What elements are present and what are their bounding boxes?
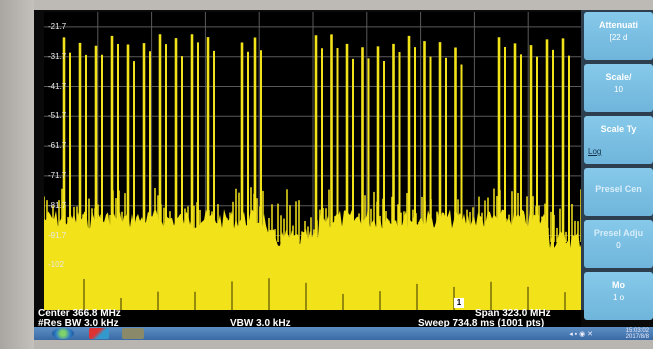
softkey-scale-div[interactable]: Scale/ 10 bbox=[584, 64, 653, 112]
softkey-attenuation-label: Attenuati bbox=[599, 20, 638, 30]
softkey-scale-div-label: Scale/ bbox=[605, 72, 632, 82]
softkey-attenuation[interactable]: Attenuati [22 d bbox=[584, 12, 653, 60]
y-tick-label: -81.7 bbox=[48, 200, 67, 210]
y-tick-label: -21.7 bbox=[48, 21, 67, 31]
softkey-panel: Attenuati [22 d Scale/ 10 Scale Ty Log P… bbox=[581, 10, 653, 320]
center-frequency: Center 366.8 MHz bbox=[38, 308, 121, 319]
softkey-presel-center[interactable]: Presel Cen bbox=[584, 168, 653, 216]
softkey-scale-type[interactable]: Scale Ty Log bbox=[584, 116, 653, 164]
softkey-presel-adjust[interactable]: Presel Adju 0 bbox=[584, 220, 653, 268]
clock-time: 15:03:02 bbox=[625, 328, 649, 334]
softkey-presel-center-label: Presel Cen bbox=[595, 184, 642, 194]
sweep-time: Sweep 734.8 ms (1001 pts) bbox=[418, 318, 545, 329]
softkey-more-label: Mo bbox=[612, 280, 625, 290]
monitor-bezel-top bbox=[0, 0, 653, 10]
y-tick-label: -41.7 bbox=[48, 81, 67, 91]
softkey-scale-type-label: Scale Ty bbox=[600, 124, 637, 134]
windows-taskbar: ◂ ▪ ◉ ✕ 15:03:02 2017/8/8 bbox=[34, 327, 653, 340]
tray-icons[interactable]: ◂ ▪ ◉ ✕ bbox=[569, 331, 593, 338]
analyzer-screen: -21.7 -31.7 -41.7 -51.7 -61.7 -71.7 -81.7 -91.7… bbox=[34, 10, 653, 340]
softkey-presel-adjust-label: Presel Adju bbox=[593, 228, 644, 238]
y-tick-label: -61.7 bbox=[48, 141, 67, 151]
y-tick-label: -71.7 bbox=[48, 170, 67, 180]
vbw: VBW 3.0 kHz bbox=[230, 318, 291, 329]
marker-badge: 1 bbox=[454, 298, 464, 308]
softkey-presel-adjust-value: 0 bbox=[616, 241, 621, 250]
spectrum-plot bbox=[44, 12, 582, 310]
status-bar: Center 366.8 MHz #Res BW 3.0 kHz VBW 3.0… bbox=[34, 308, 581, 329]
y-tick-label: -91.7 bbox=[48, 230, 67, 240]
taskbar-app-icon[interactable] bbox=[89, 328, 109, 339]
res-bw: #Res BW 3.0 kHz bbox=[38, 318, 119, 329]
monitor-bezel-left bbox=[0, 0, 34, 349]
softkey-more-value: 1 o bbox=[612, 293, 625, 302]
span: Span 323.0 MHz bbox=[475, 308, 551, 319]
start-button-icon[interactable] bbox=[52, 328, 74, 339]
spectrum-trace-canvas bbox=[44, 12, 582, 310]
softkey-more[interactable]: Mo 1 o bbox=[584, 272, 653, 320]
y-tick-label: -51.7 bbox=[48, 111, 67, 121]
softkey-scale-div-value: 10 bbox=[614, 85, 623, 94]
system-clock[interactable]: 15:03:02 2017/8/8 bbox=[625, 328, 649, 340]
taskbar-folder-icon[interactable] bbox=[122, 328, 144, 339]
softkey-attenuation-value: [22 d bbox=[609, 33, 628, 42]
softkey-scale-type-value: Log bbox=[588, 147, 602, 156]
y-tick-label: -31.7 bbox=[48, 51, 67, 61]
y-tick-label: -102 bbox=[48, 260, 65, 270]
clock-date: 2017/8/8 bbox=[625, 334, 649, 340]
